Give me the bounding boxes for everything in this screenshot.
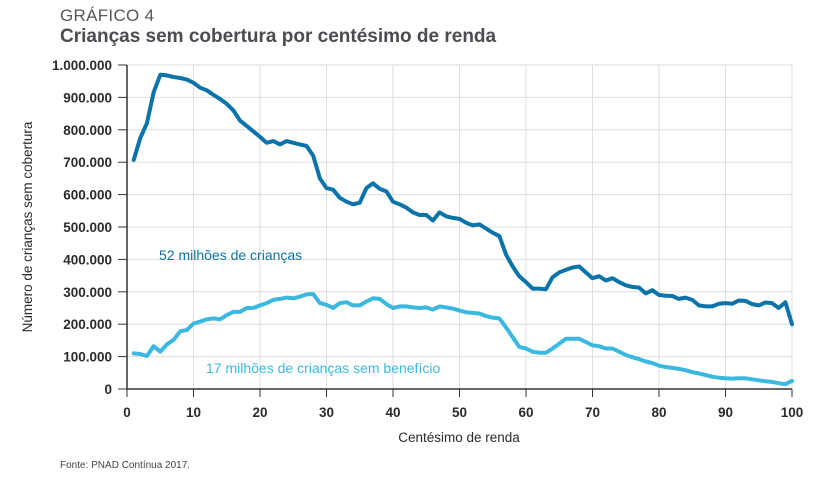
y-tick-label: 900.000 <box>63 90 112 105</box>
x-axis-label: Centésimo de renda <box>398 430 520 445</box>
series-line-children-without-benefit <box>131 292 794 387</box>
annotation-children-without-benefit: 17 milhões de crianças sem benefício <box>206 360 440 376</box>
y-tick-label: 800.000 <box>63 123 112 138</box>
x-tick-label: 30 <box>319 405 334 420</box>
x-tick-label: 0 <box>123 405 131 420</box>
y-tick-label: 400.000 <box>63 252 112 267</box>
y-tick-label: 0 <box>104 382 112 397</box>
y-tick-label: 600.000 <box>63 188 112 203</box>
x-tick-label: 50 <box>452 405 467 420</box>
y-axis-ticks: 0 100.000 200.000 300.000 400.000 500.000 600.… <box>52 58 127 397</box>
chart-kicker: GRÁFICO 4 <box>60 6 155 25</box>
y-axis-label: Número de crianças sem cobertura <box>20 121 35 332</box>
annotation-total-children: 52 milhões de crianças <box>159 247 302 263</box>
y-tick-label: 200.000 <box>63 317 112 332</box>
y-tick-label: 700.000 <box>63 155 112 170</box>
series-line-total-children <box>131 72 794 327</box>
y-tick-label: 100.000 <box>63 350 112 365</box>
x-tick-label: 40 <box>385 405 400 420</box>
x-tick-label: 80 <box>651 405 666 420</box>
y-tick-label: 1.000.000 <box>52 58 112 73</box>
x-tick-label: 70 <box>585 405 600 420</box>
y-tick-label: 300.000 <box>63 285 112 300</box>
y-tick-label: 500.000 <box>63 220 112 235</box>
chart-title: Crianças sem cobertura por centésimo de … <box>60 26 497 47</box>
x-tick-label: 20 <box>252 405 267 420</box>
x-tick-label: 10 <box>186 405 201 420</box>
x-tick-label: 90 <box>718 405 733 420</box>
x-tick-label: 100 <box>781 405 804 420</box>
x-axis-ticks: 0 10 20 30 40 50 60 70 80 90 100 <box>123 389 803 420</box>
x-tick-label: 60 <box>518 405 533 420</box>
grid-lines <box>127 64 793 389</box>
source-note: Fonte: PNAD Contínua 2017. <box>60 460 191 471</box>
series-lines <box>131 72 794 387</box>
